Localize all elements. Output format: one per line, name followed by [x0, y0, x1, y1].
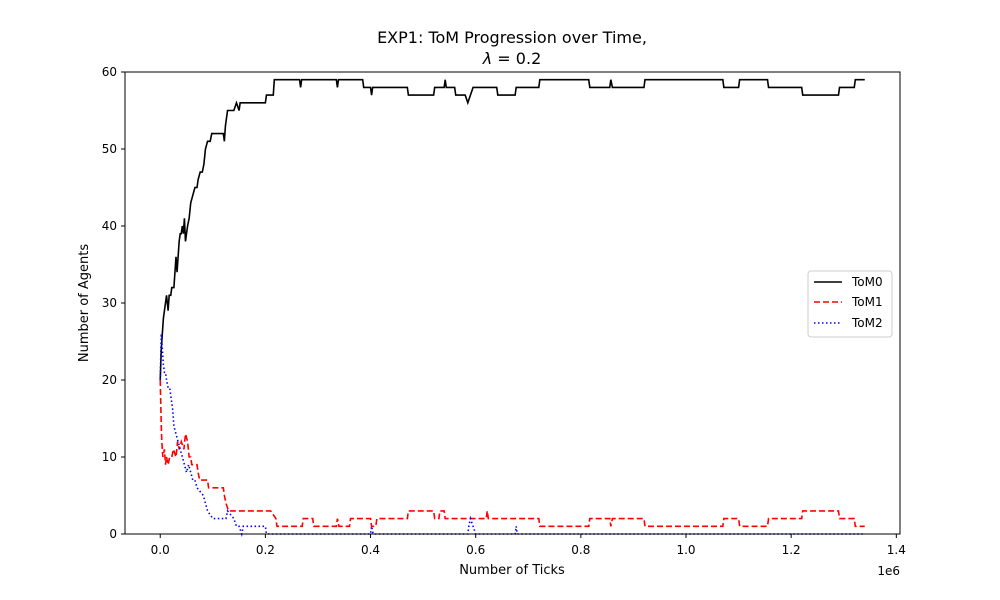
legend-label-tom1: ToM1: [851, 295, 883, 309]
x-tick-label: 1.0: [676, 543, 695, 557]
x-tick-label: 0.2: [256, 543, 275, 557]
y-tick-label: 0: [109, 527, 117, 541]
x-axis-offset-label: 1e6: [877, 564, 900, 578]
y-tick-label: 50: [102, 142, 117, 156]
y-tick-label: 10: [102, 450, 117, 464]
y-tick-label: 60: [102, 65, 117, 79]
x-tick-label: 0.4: [361, 543, 380, 557]
x-axis-label: Number of Ticks: [459, 563, 565, 578]
legend-box: [807, 270, 893, 338]
y-tick-label: 30: [102, 296, 117, 310]
x-tick-label: 0.6: [466, 543, 485, 557]
x-tick-label: 1.2: [782, 543, 801, 557]
series-line-tom0: [159, 78, 865, 381]
y-axis-ticks: 0 10 20 30 40 50 60: [102, 65, 125, 541]
series-line-tom1: [159, 379, 865, 528]
x-tick-label: 0.0: [151, 543, 170, 557]
chart-subtitle: λ = 0.2: [482, 49, 542, 68]
legend-label-tom2: ToM2: [851, 316, 883, 330]
legend-label-tom0: ToM0: [851, 275, 883, 289]
lambda-value: = 0.2: [492, 49, 541, 68]
y-axis-label: Number of Agents: [77, 244, 92, 362]
x-tick-label: 1.4: [887, 543, 906, 557]
x-axis-ticks: 0.0 0.2 0.4 0.6 0.8 1.0 1.2 1.4: [151, 534, 906, 557]
chart-title: EXP1: ToM Progression over Time,: [377, 28, 647, 47]
lambda-symbol: λ: [482, 49, 492, 68]
y-tick-label: 40: [102, 219, 117, 233]
x-tick-label: 0.8: [571, 543, 590, 557]
legend: ToM0 ToM1 ToM2: [807, 270, 893, 338]
y-tick-label: 20: [102, 373, 117, 387]
